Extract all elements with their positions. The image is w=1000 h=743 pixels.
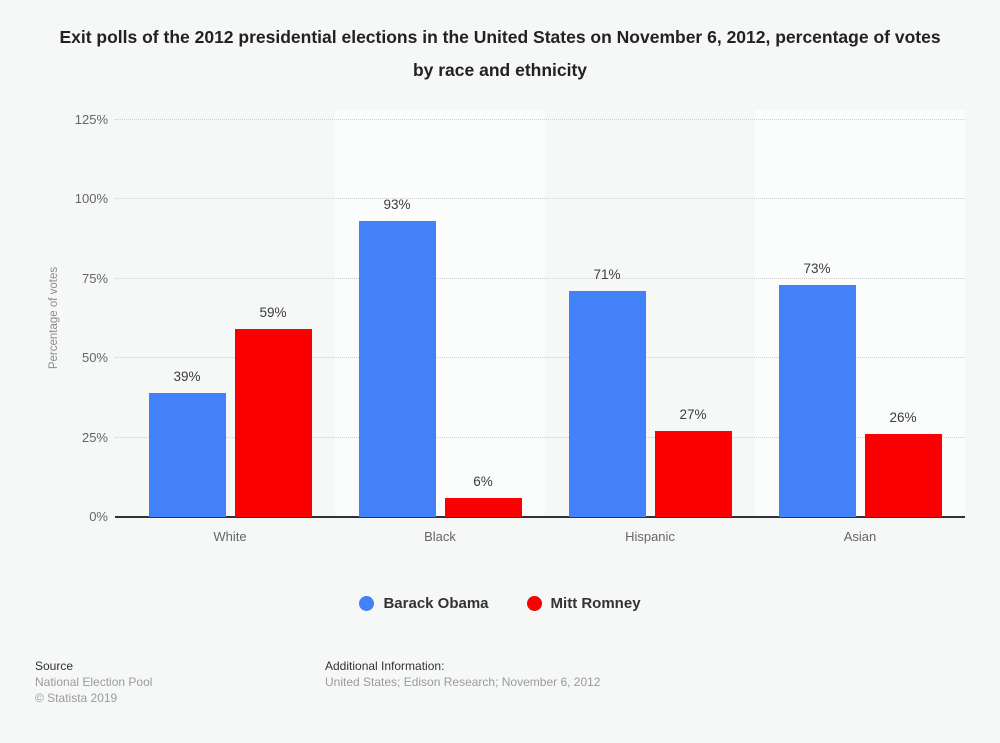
y-tick-label-25: 25% bbox=[81, 429, 108, 445]
x-axis-label-black: Black bbox=[424, 529, 456, 544]
bar-barack-obama-white: 39% bbox=[148, 369, 226, 517]
legend-item-barack-obama: Barack Obama bbox=[359, 595, 489, 612]
bar-mitt-romney-asian: 26% bbox=[864, 410, 942, 517]
legend-label-barack-obama: Barack Obama bbox=[383, 595, 489, 612]
legend-dot-mitt-romney bbox=[526, 596, 542, 611]
x-axis-label-asian: Asian bbox=[843, 529, 877, 544]
copyright-notice: © Statista 2019 bbox=[35, 691, 118, 705]
y-tick-label-125: 125% bbox=[74, 111, 108, 127]
x-axis-line bbox=[115, 516, 965, 518]
legend-dot-barack-obama bbox=[359, 596, 375, 611]
legend: Barack Obama Mitt Romney bbox=[0, 595, 1000, 612]
legend-item-mitt-romney: Mitt Romney bbox=[526, 595, 641, 612]
chart-title: Exit polls of the 2012 presidential elec… bbox=[59, 27, 941, 80]
plot-area: 0% 25% 50% 75% 100% 125% 39% 59% White 93% 6% Black… bbox=[75, 110, 965, 544]
x-axis-label-hispanic: Hispanic bbox=[625, 529, 675, 544]
legend-label-mitt-romney: Mitt Romney bbox=[550, 595, 641, 612]
bar-group-asian: 73% 26% bbox=[755, 110, 965, 517]
bar-mitt-romney-black: 6% bbox=[444, 474, 522, 517]
footer-additional-block: Additional Information: United States; E… bbox=[325, 658, 600, 690]
y-tick-label-75: 75% bbox=[81, 270, 108, 286]
bar-value-label-mitt-romney-hispanic: 27% bbox=[679, 407, 707, 423]
gridline-125 bbox=[115, 118, 965, 120]
gridline-50 bbox=[115, 357, 965, 358]
additional-info-text: United States; Edison Research; November… bbox=[325, 675, 601, 689]
gridline-100 bbox=[115, 198, 965, 199]
y-tick-label-100: 100% bbox=[74, 191, 108, 206]
source-label: Source bbox=[35, 659, 74, 673]
bar-mitt-romney-hispanic: 27% bbox=[654, 407, 732, 517]
bar-value-label-mitt-romney-black: 6% bbox=[473, 473, 493, 489]
footer-source-block: Source National Election Pool © Statista… bbox=[35, 658, 152, 706]
gridline-25 bbox=[115, 436, 965, 438]
bar-group-black: 93% 6% bbox=[335, 110, 545, 517]
bar-value-label-barack-obama-hispanic: 71% bbox=[593, 267, 621, 283]
bar-value-label-barack-obama-asian: 73% bbox=[803, 260, 831, 276]
y-tick-label-0: 0% bbox=[89, 509, 108, 524]
bar-group-hispanic: 71% 27% bbox=[545, 110, 755, 517]
bar-barack-obama-hispanic: 71% bbox=[568, 267, 646, 517]
bar-mitt-romney-white: 59% bbox=[234, 305, 312, 517]
bar-value-label-mitt-romney-asian: 26% bbox=[889, 410, 917, 426]
gridline-75 bbox=[115, 277, 965, 279]
x-axis-label-white: White bbox=[213, 529, 247, 544]
source-name: National Election Pool bbox=[35, 675, 153, 689]
y-tick-label-50: 50% bbox=[81, 350, 108, 365]
bar-value-label-barack-obama-black: 93% bbox=[383, 197, 411, 213]
bar-value-label-barack-obama-white: 39% bbox=[173, 368, 201, 384]
additional-info-label: Additional Information: bbox=[325, 659, 445, 673]
bar-barack-obama-asian: 73% bbox=[778, 261, 856, 517]
bar-barack-obama-black: 93% bbox=[358, 197, 436, 517]
bar-group-white: 39% 59% bbox=[125, 110, 335, 517]
bar-value-label-mitt-romney-white: 59% bbox=[259, 305, 287, 321]
